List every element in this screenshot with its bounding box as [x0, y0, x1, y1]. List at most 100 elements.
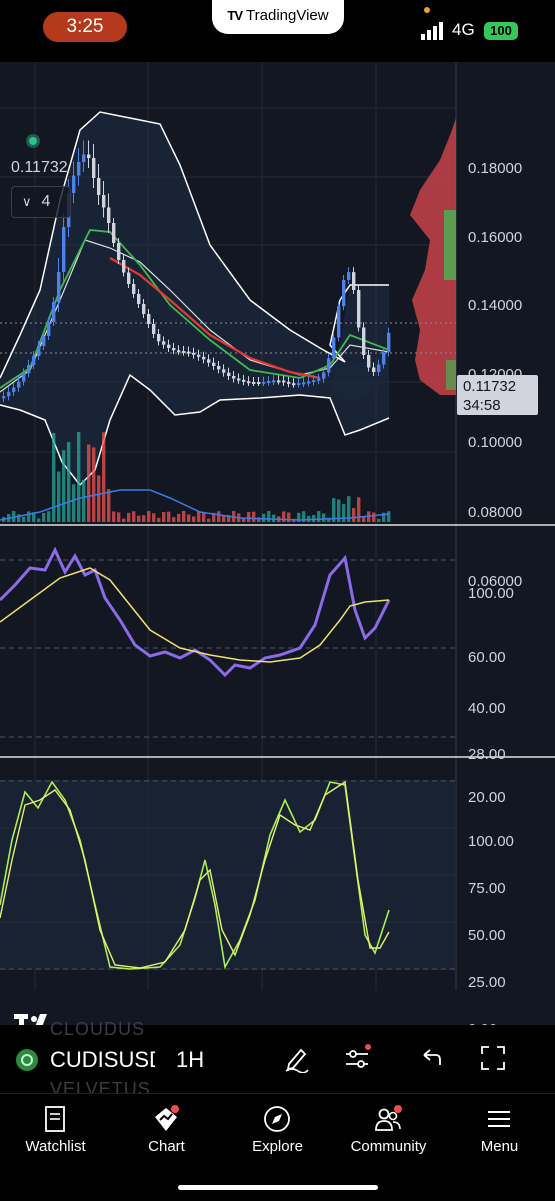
rsi-axis-label: 40.00: [468, 700, 506, 717]
candle-body: [332, 337, 336, 359]
candle-body: [237, 378, 241, 381]
candle-body: [387, 332, 391, 353]
volume-bar: [357, 497, 361, 522]
volume-bar: [72, 484, 76, 522]
candle-body: [12, 387, 16, 392]
candle-body: [172, 348, 176, 351]
volume-bar: [127, 512, 131, 522]
volume-bar: [372, 512, 376, 522]
candle-body: [127, 272, 131, 284]
candle-body: [217, 366, 221, 370]
volume-bar: [57, 471, 61, 522]
interval-selector[interactable]: 1H: [176, 1047, 205, 1072]
volume-bar: [22, 516, 26, 522]
candle-body: [87, 154, 91, 158]
candle-body: [152, 324, 156, 334]
candle-body: [267, 381, 271, 384]
tab-watchlist[interactable]: Watchlist: [0, 1094, 111, 1174]
ma-slow: [109, 257, 321, 380]
volume-bar: [62, 450, 66, 522]
fullscreen-icon[interactable]: [478, 1043, 508, 1073]
volume-bar: [37, 518, 41, 522]
volume-bar: [192, 516, 196, 522]
candle-body: [182, 350, 186, 353]
candle-body: [157, 334, 161, 342]
symbol-logo-icon: [16, 1049, 38, 1071]
tab-chart[interactable]: Chart: [111, 1094, 222, 1174]
candle-body: [52, 302, 56, 322]
undo-icon[interactable]: [416, 1043, 446, 1073]
volume-bar: [212, 512, 216, 522]
volume-bar: [262, 513, 266, 522]
price-axis-label: 0.06000: [468, 573, 523, 590]
volume-bar: [177, 513, 181, 522]
volume-bar: [182, 511, 186, 522]
volume-ma: [0, 489, 390, 521]
candle-body: [247, 381, 251, 384]
volume-bar: [362, 516, 366, 522]
volume-bar: [347, 496, 351, 522]
rsi-axis-label: 60.00: [468, 649, 506, 666]
symbol-selector[interactable]: CUDISUSDT: [50, 1047, 155, 1072]
candle-body: [177, 350, 181, 353]
volume-bar: [352, 508, 356, 522]
candle-body: [17, 381, 21, 388]
candle-body: [32, 356, 36, 365]
app-banner[interactable]: TV TradingView: [212, 0, 344, 34]
volume-bar: [387, 511, 391, 522]
volume-bar: [142, 515, 146, 522]
volume-bar: [82, 480, 86, 522]
volume-bar: [112, 511, 116, 522]
live-status-icon: [26, 134, 40, 148]
candle-body: [147, 314, 151, 324]
candle-body: [47, 322, 51, 336]
privacy-indicator-icon: [424, 7, 430, 13]
volume-bar: [132, 511, 136, 522]
symbol-toolbar: CLOUDUS VELVETUS CUDISUSDT 1H: [0, 1019, 555, 1099]
stoch-axis-label: 75.00: [468, 880, 506, 897]
candle-body: [207, 359, 211, 363]
volume-bar: [42, 512, 46, 522]
candle-body: [312, 380, 316, 383]
volume-bar: [32, 512, 36, 522]
chart-canvas[interactable]: [0, 62, 555, 1025]
indicators-icon[interactable]: [342, 1043, 372, 1073]
current-price-tag: 0.11732 34:58: [457, 375, 538, 415]
candle-body: [222, 369, 226, 373]
volume-bar: [267, 511, 271, 522]
rsi-axis-label: 20.00: [468, 789, 506, 806]
candle-body: [377, 364, 381, 372]
home-indicator: [178, 1185, 378, 1190]
chart-area[interactable]: 0.11732 ∨4 0.18000 0.16000 0.14000 0.120…: [0, 62, 555, 1081]
tab-explore[interactable]: Explore: [222, 1094, 333, 1174]
drawing-tools-icon[interactable]: [282, 1043, 312, 1073]
volume-bar: [107, 489, 111, 522]
candle-body: [272, 380, 276, 383]
volume-bar: [97, 475, 101, 522]
candle-body: [362, 327, 366, 355]
volume-bar: [27, 511, 31, 522]
tab-label: Menu: [480, 1138, 519, 1155]
candle-body: [117, 243, 121, 260]
status-bar: 3:25 TV TradingView 4G 100: [0, 0, 555, 62]
tab-community[interactable]: Community: [333, 1094, 444, 1174]
indicators-collapse-button[interactable]: ∨ 4: [11, 186, 71, 218]
hamburger-menu-icon: [488, 1111, 510, 1127]
tab-label: Watchlist: [25, 1138, 86, 1155]
volume-bar: [337, 499, 341, 522]
candle-body: [102, 195, 106, 208]
volume-bar: [117, 512, 121, 522]
candle-body: [322, 372, 326, 379]
volume-bar: [77, 432, 81, 522]
price-axis-label: 0.18000: [468, 160, 523, 177]
status-time[interactable]: 3:25: [43, 12, 127, 42]
stoch-axis-label: 50.00: [468, 927, 506, 944]
volume-bar: [67, 442, 71, 522]
candle-body: [92, 158, 96, 178]
candle-body: [367, 355, 371, 368]
candle-body: [137, 294, 141, 304]
candle-body: [227, 372, 231, 376]
volume-bar: [122, 518, 126, 522]
tab-menu[interactable]: Menu: [444, 1094, 555, 1174]
volume-bar: [247, 511, 251, 522]
